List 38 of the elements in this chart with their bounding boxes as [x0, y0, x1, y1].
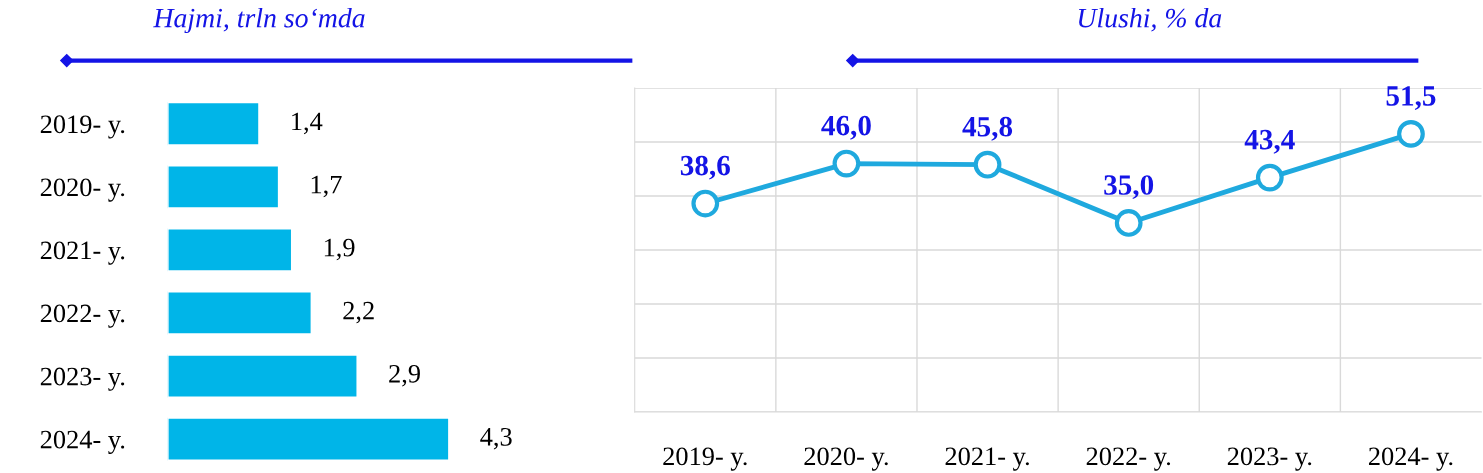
data-label: 1,4 [292, 112, 323, 135]
bar [167, 101, 261, 147]
bar [167, 227, 294, 273]
y-tick-label: 2019- y. [40, 115, 125, 139]
y-tick-label: 2021- y. [40, 241, 125, 265]
point [1255, 163, 1284, 192]
data-label: 4,3 [480, 427, 512, 450]
bar [167, 290, 313, 336]
data-label: 2,2 [343, 301, 374, 324]
bar [167, 416, 451, 462]
data-label: 45,8 [962, 116, 1013, 141]
y-tick-label: 2024- y. [40, 430, 125, 454]
x-tick-label: 2023- y. [1227, 447, 1312, 471]
data-label: 1,7 [311, 175, 342, 198]
x-tick-label: 2020- y. [804, 447, 888, 471]
y-tick-label: 2022- y. [40, 304, 125, 328]
bar [167, 164, 280, 210]
chart-title: Hajmi, trln so‘mda [153, 7, 365, 34]
x-tick-label: 2021- y. [945, 447, 1029, 471]
data-label: 51,5 [1386, 86, 1436, 110]
chart-title: Ulushi, % da [1078, 7, 1222, 32]
data-label: 43,4 [1244, 129, 1295, 154]
data-label: 35,0 [1104, 175, 1154, 200]
data-label: 1,9 [324, 238, 355, 261]
data-label: 46,0 [821, 115, 871, 140]
point [1114, 209, 1143, 237]
point [832, 149, 861, 178]
point [691, 189, 720, 218]
y-tick-label: 2020- y. [40, 178, 125, 202]
x-tick-label: 2024- y. [1368, 447, 1453, 471]
bar [167, 353, 359, 399]
point [973, 150, 1002, 179]
y-tick-label: 2023- y. [40, 367, 125, 391]
point [1397, 119, 1425, 148]
data-label: 38,6 [680, 155, 730, 180]
x-tick-label: 2019- y. [663, 447, 747, 471]
data-label: 2,9 [389, 364, 420, 387]
x-tick-label: 2022- y. [1086, 447, 1171, 471]
